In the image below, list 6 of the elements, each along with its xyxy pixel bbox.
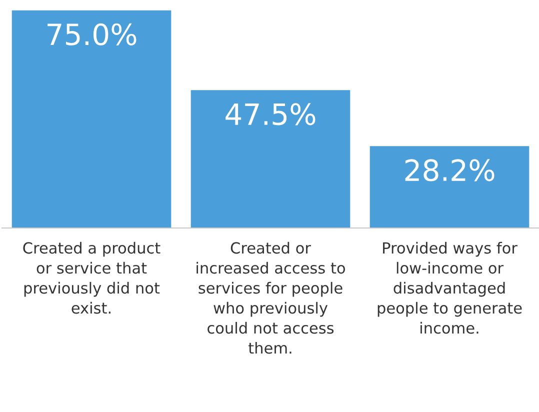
x-tick-label: Created or increased access to services for people who previously could not access them. [196,242,345,354]
data-label: 75.0% [48,23,136,46]
data-label: 28.2% [405,159,494,182]
data-label: 47.5% [226,103,316,126]
x-tick-label: Created a product or service that previously did not exist. [23,242,160,314]
x-tick-label: Provided ways for low-income or disadvantaged people to generate income. [378,242,522,334]
